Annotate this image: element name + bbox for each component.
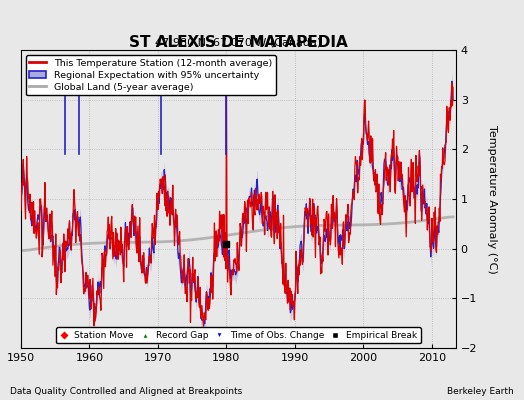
- Legend: Station Move, Record Gap, Time of Obs. Change, Empirical Break: Station Move, Record Gap, Time of Obs. C…: [57, 327, 420, 344]
- Text: Data Quality Controlled and Aligned at Breakpoints: Data Quality Controlled and Aligned at B…: [10, 387, 243, 396]
- Text: Berkeley Earth: Berkeley Earth: [447, 387, 514, 396]
- Text: 47.980 N, 67.070 W (Canada): 47.980 N, 67.070 W (Canada): [155, 37, 322, 47]
- Y-axis label: Temperature Anomaly (°C): Temperature Anomaly (°C): [487, 125, 497, 273]
- Title: ST ALEXIS DE MATAPEDIA: ST ALEXIS DE MATAPEDIA: [129, 35, 348, 50]
